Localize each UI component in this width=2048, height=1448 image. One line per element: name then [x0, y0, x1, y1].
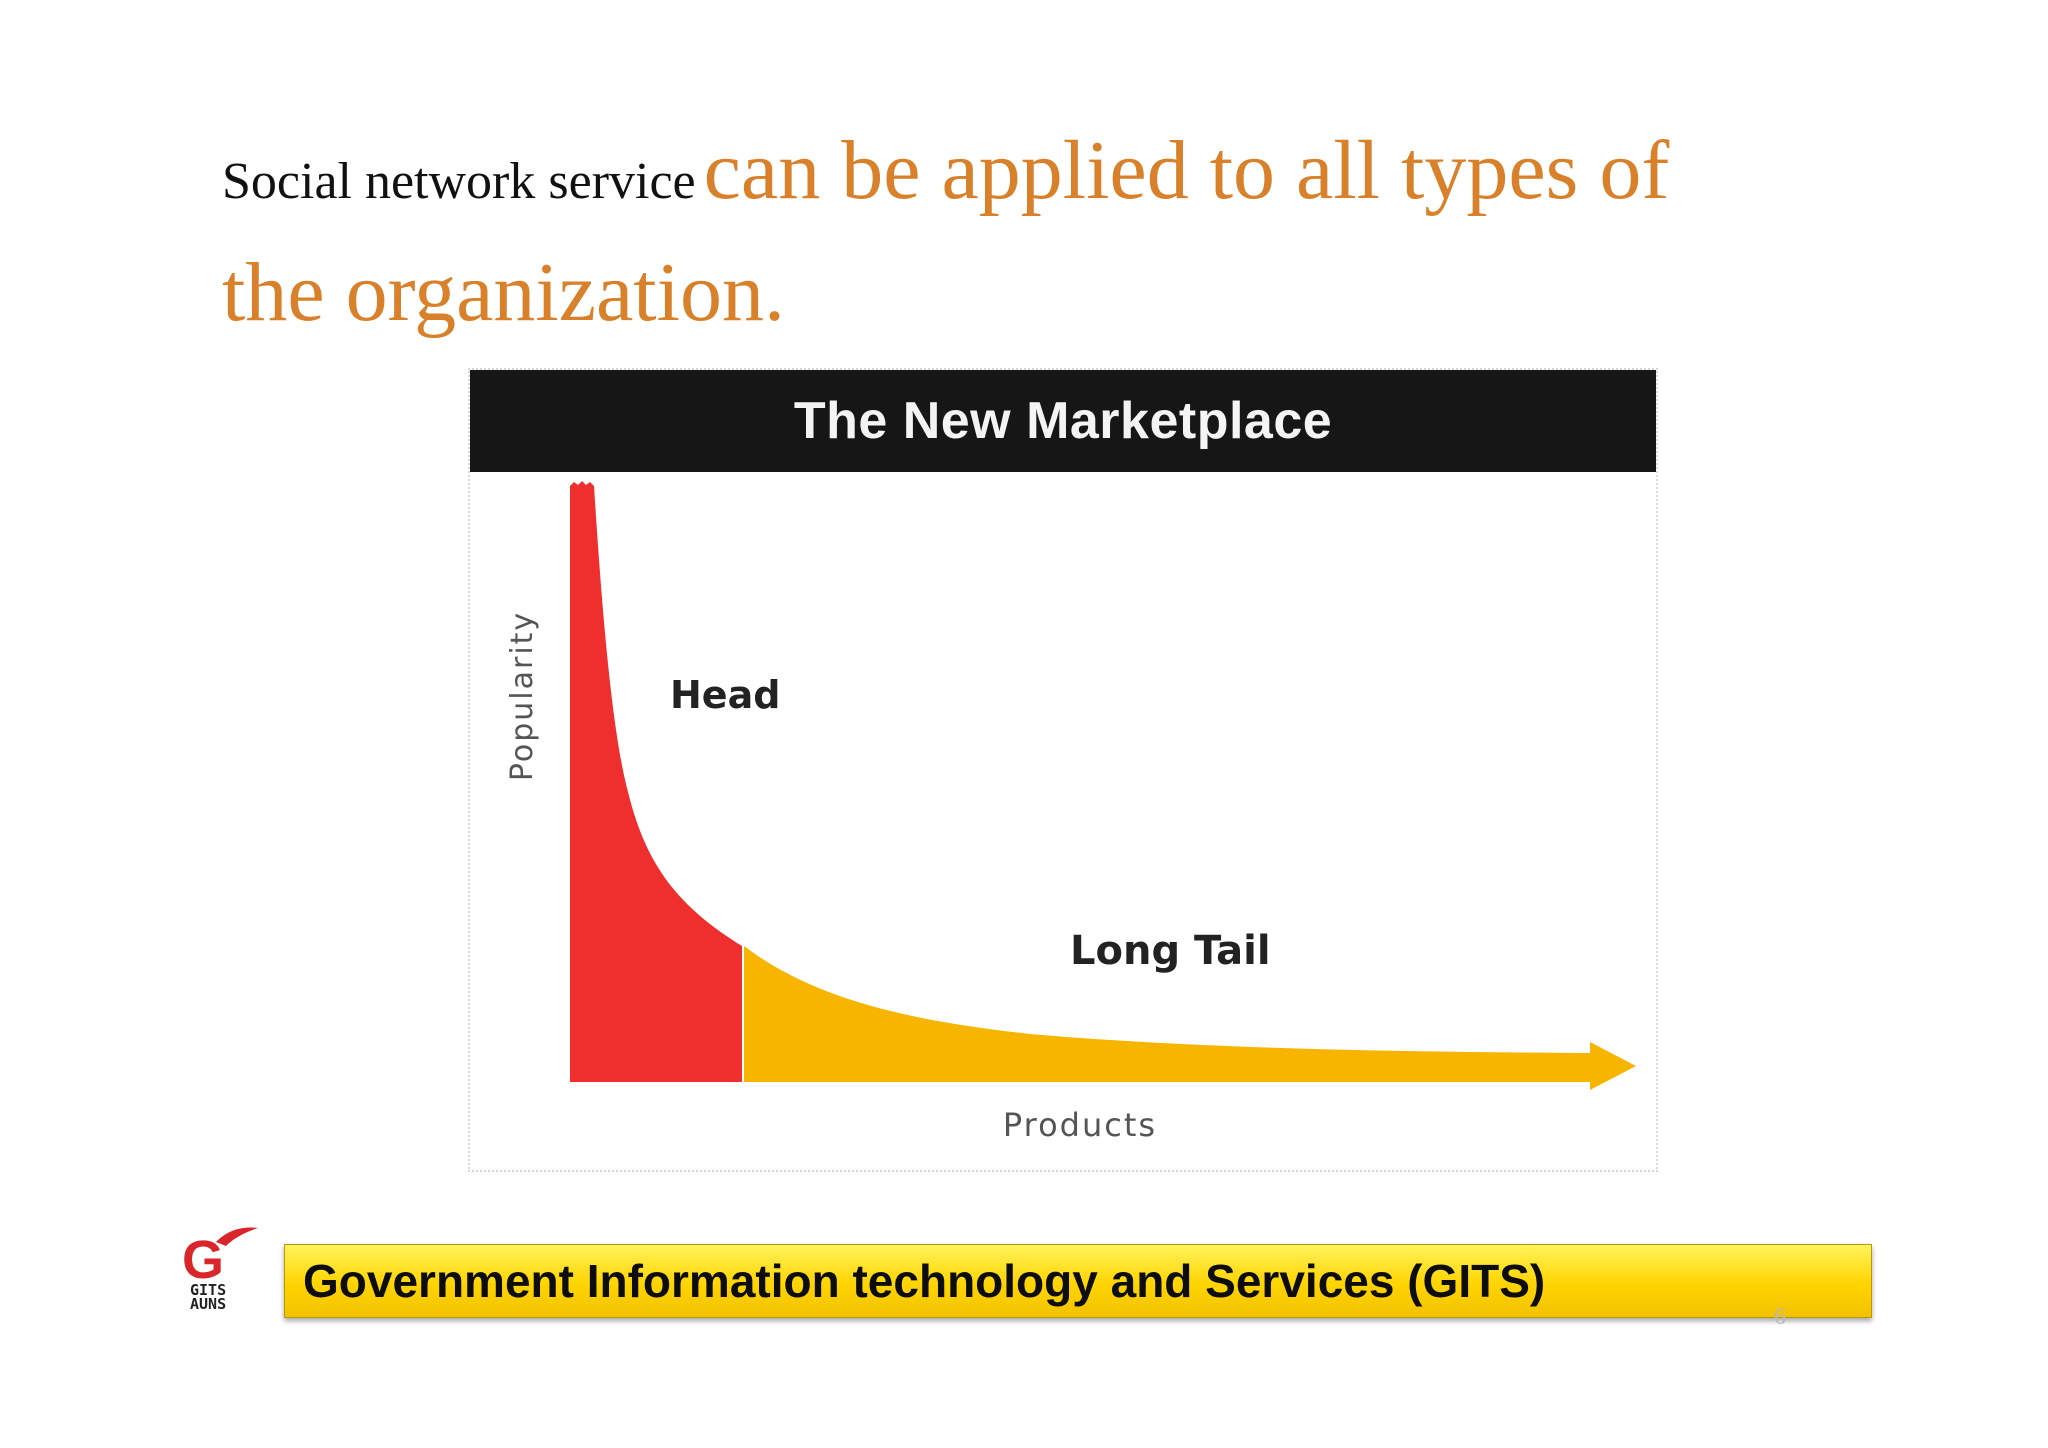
slide-heading: Social network service can be applied to… [222, 118, 1782, 362]
heading-main: can be applied to all types of the organ… [222, 124, 1670, 339]
logo-text-line2: AUNS [190, 1295, 226, 1312]
gits-logo: G GITS AUNS [182, 1227, 258, 1312]
long-tail-label: Long Tail [1070, 928, 1271, 974]
logo-swoosh-icon [216, 1227, 258, 1246]
chart-plot: Popularity Head Long Tail Products [505, 481, 1636, 1144]
page-number: 6 [1774, 1304, 1786, 1330]
footer-banner-text: Government Information technology and Se… [303, 1255, 1546, 1307]
long-tail-area [744, 946, 1636, 1090]
head-label: Head [670, 673, 780, 717]
popularity-axis-label: Popularity [505, 611, 540, 781]
logo-text-line1: GITS [190, 1281, 226, 1299]
footer-banner: Government Information technology and Se… [284, 1244, 1872, 1318]
chart-header: The New Marketplace [470, 370, 1656, 472]
head-area [570, 481, 742, 1082]
heading-lead: Social network service [222, 153, 696, 210]
chart-title: The New Marketplace [793, 392, 1333, 450]
long-tail-chart: The New Marketplace Popularity Head Long… [468, 368, 1658, 1172]
logo-letter: G [182, 1230, 224, 1290]
products-axis-label: Products [1003, 1106, 1157, 1144]
